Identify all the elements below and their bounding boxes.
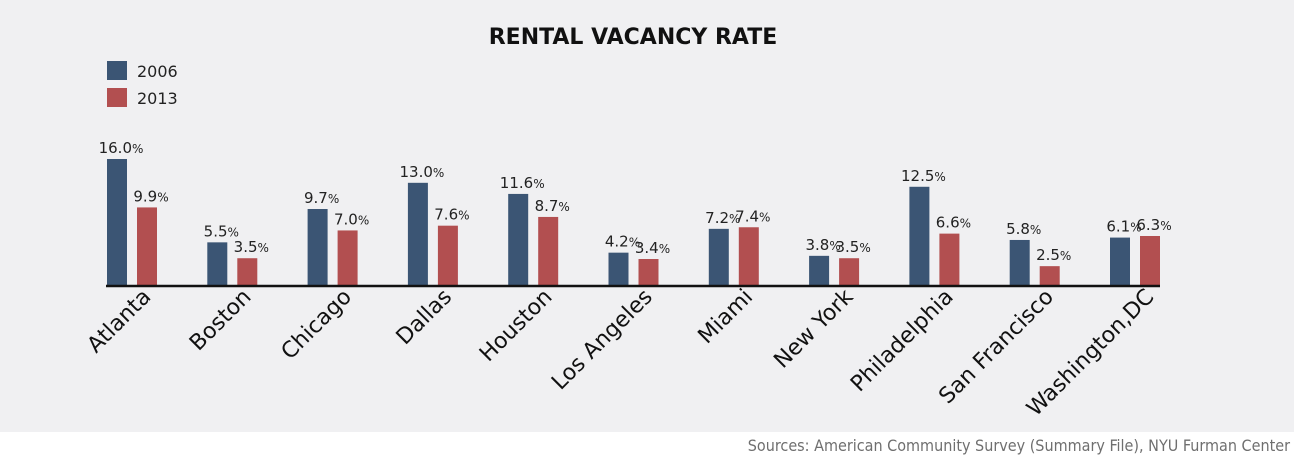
bar-philadelphia-2013 <box>939 233 960 286</box>
category-label: Philadelphia <box>846 285 958 397</box>
category-label: New York <box>769 284 858 373</box>
value-label: 9.9% <box>133 187 168 205</box>
category-label: Boston <box>185 285 256 356</box>
bar-los-angeles-2013 <box>638 259 659 286</box>
bar-washington-dc-2013 <box>1140 235 1160 286</box>
bar-atlanta-2013 <box>137 207 157 286</box>
bar-miami-2013 <box>738 227 759 286</box>
legend-label-2006: 2006 <box>137 62 178 81</box>
bar-dallas-2013 <box>437 225 458 286</box>
bar-san-francisco-2006 <box>1009 239 1030 286</box>
bar-new-york-2013 <box>839 258 860 286</box>
value-label: 3.8% <box>805 236 840 254</box>
bar-chicago-2013 <box>337 230 358 286</box>
value-label: 7.6% <box>434 206 469 224</box>
bar-group <box>107 159 1160 286</box>
legend-label-2013: 2013 <box>137 89 178 108</box>
bar-philadelphia-2006 <box>909 186 930 286</box>
bar-atlanta-2006 <box>107 159 127 286</box>
category-label: Houston <box>475 285 557 367</box>
bar-los-angeles-2006 <box>608 252 629 286</box>
value-label: 3.5% <box>234 238 269 256</box>
value-label: 9.7% <box>304 189 339 207</box>
value-labels: 16.0%9.9%5.5%3.5%9.7%7.0%13.0%7.6%11.6%8… <box>99 139 1172 264</box>
bar-washington-dc-2006 <box>1110 237 1130 286</box>
legend-swatch-2006 <box>107 61 127 80</box>
value-label: 11.6% <box>500 174 545 192</box>
value-label: 2.5% <box>1036 246 1071 264</box>
value-label: 3.5% <box>835 238 870 256</box>
value-label: 7.4% <box>735 207 770 225</box>
rental-vacancy-chart: RENTAL VACANCY RATE 2006 2013 16.0% 9.9% 5.… <box>83 25 1172 421</box>
chart-legend: 2006 2013 <box>107 61 178 108</box>
bar-boston-2013 <box>237 258 258 286</box>
bar-houston-2006 <box>508 193 529 286</box>
value-label: 6.6% <box>936 214 971 232</box>
legend-swatch-2013 <box>107 88 127 107</box>
bar-boston-2006 <box>207 242 228 286</box>
value-label: 6.3% <box>1136 216 1171 234</box>
value-label: 5.8% <box>1006 220 1041 238</box>
bar-new-york-2006 <box>809 255 830 286</box>
value-label: 7.2% <box>705 209 740 227</box>
category-label: Chicago <box>277 285 357 365</box>
bar-chicago-2006 <box>307 209 328 286</box>
value-label: 12.5% <box>901 167 946 185</box>
bar-miami-2006 <box>708 228 729 286</box>
category-label: Los Angeles <box>547 285 658 396</box>
value-label: 5.5% <box>204 222 239 240</box>
chart-title: RENTAL VACANCY RATE <box>489 25 778 50</box>
chart-panel: RENTAL VACANCY RATE 2006 2013 16.0% 9.9% 5.… <box>0 0 1294 432</box>
bar-dallas-2006 <box>407 182 428 286</box>
value-label: 16.0% <box>99 139 144 157</box>
value-label: 7.0% <box>334 210 369 228</box>
value-label: 4.2% <box>605 233 640 251</box>
value-label: 13.0% <box>399 163 444 181</box>
category-label: Dallas <box>392 285 457 350</box>
bar-san-francisco-2013 <box>1039 266 1060 286</box>
category-label: Miami <box>694 285 758 349</box>
source-note: Sources: American Community Survey (Summ… <box>747 436 1290 455</box>
value-label: 8.7% <box>535 197 570 215</box>
value-label: 6.1% <box>1106 218 1141 236</box>
value-label: 3.4% <box>635 239 670 257</box>
category-label: Atlanta <box>83 285 156 358</box>
bar-houston-2013 <box>538 216 559 286</box>
